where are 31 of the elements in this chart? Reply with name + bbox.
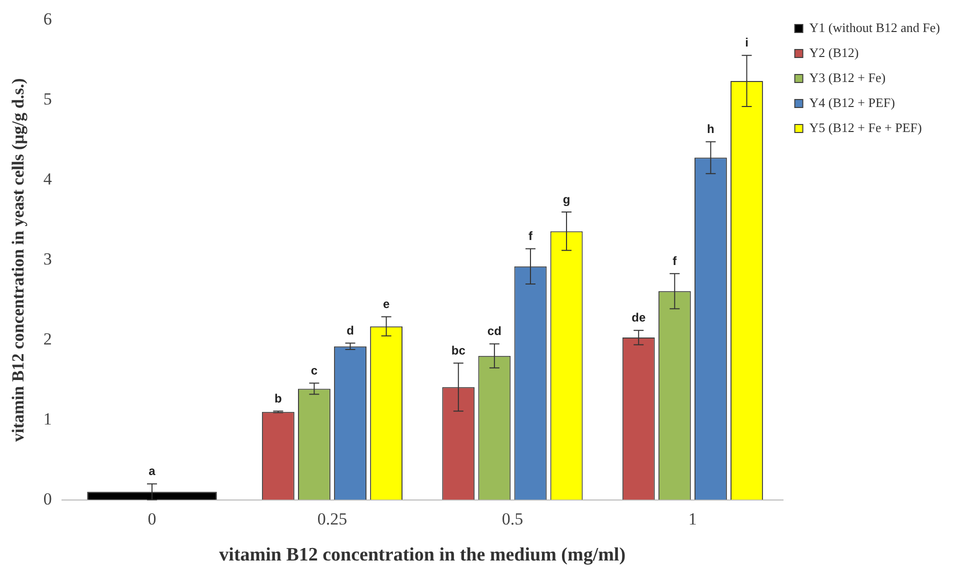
y-tick-label: 2 bbox=[43, 329, 52, 348]
x-axis-title: vitamin B12 concentration in the medium (mg/ml) bbox=[219, 544, 626, 566]
data-label: d bbox=[346, 323, 354, 338]
data-label: f bbox=[528, 229, 534, 244]
data-label: a bbox=[148, 464, 156, 478]
y-tick-label: 5 bbox=[43, 90, 52, 109]
y-tick-label: 0 bbox=[43, 489, 52, 508]
y-axis-title: vitamin B12 concentration in yeast cells (µg/g d.s.) bbox=[8, 78, 28, 442]
data-label: i bbox=[745, 36, 748, 50]
data-label: b bbox=[274, 391, 282, 406]
data-label: c bbox=[310, 363, 318, 378]
x-tick-label: 0 bbox=[148, 509, 156, 528]
x-tick-label: 1 bbox=[688, 509, 697, 528]
legend-label: Y1 (without B12 and Fe) bbox=[809, 20, 940, 35]
data-label: e bbox=[382, 297, 390, 312]
y-tick-label: 1 bbox=[43, 409, 52, 428]
y-tick-label: 3 bbox=[43, 249, 52, 268]
data-label: cd bbox=[487, 324, 502, 338]
data-label: g bbox=[562, 192, 570, 206]
data-label: de bbox=[632, 310, 646, 325]
legend-label: Y4 (B12 + PEF) bbox=[809, 94, 895, 110]
data-label: bc bbox=[451, 343, 466, 358]
legend-label: Y3 (B12 + Fe) bbox=[809, 70, 886, 85]
y-tick-label: 4 bbox=[43, 170, 52, 189]
x-tick-label: 0.25 bbox=[317, 509, 348, 528]
data-label: f bbox=[672, 254, 678, 268]
legend-label: Y5 (B12 + Fe + PEF) bbox=[809, 120, 922, 135]
x-tick-label: 0.5 bbox=[502, 509, 524, 528]
y-tick-label: 6 bbox=[43, 10, 52, 29]
legend-label: Y2 (B12) bbox=[809, 44, 859, 60]
data-label: h bbox=[707, 122, 714, 136]
